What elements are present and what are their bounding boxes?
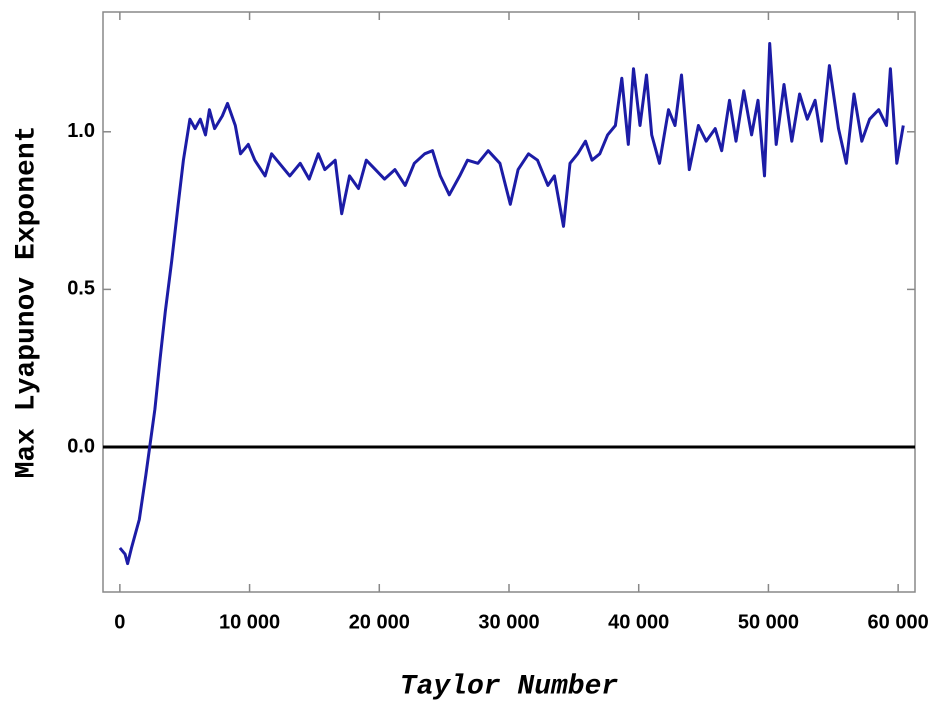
- plot-frame: [102, 11, 916, 593]
- x-tick-label: 10 000: [219, 611, 280, 633]
- y-tick-label: 1.0: [67, 120, 95, 142]
- x-tick-label: 50 000: [738, 611, 799, 633]
- x-tick-label: 0: [114, 611, 125, 633]
- x-tick-label: 60 000: [868, 611, 929, 633]
- x-axis-label: Taylor Number: [400, 671, 619, 702]
- x-tick-label: 20 000: [349, 611, 410, 633]
- y-tick-label: 0.0: [67, 435, 95, 457]
- y-axis-label: Max Lyapunov Exponent: [11, 126, 42, 479]
- data-line: [118, 42, 905, 566]
- x-tick-label: 30 000: [478, 611, 539, 633]
- y-tick-label: 0.5: [67, 278, 95, 300]
- x-tick-label: 40 000: [608, 611, 669, 633]
